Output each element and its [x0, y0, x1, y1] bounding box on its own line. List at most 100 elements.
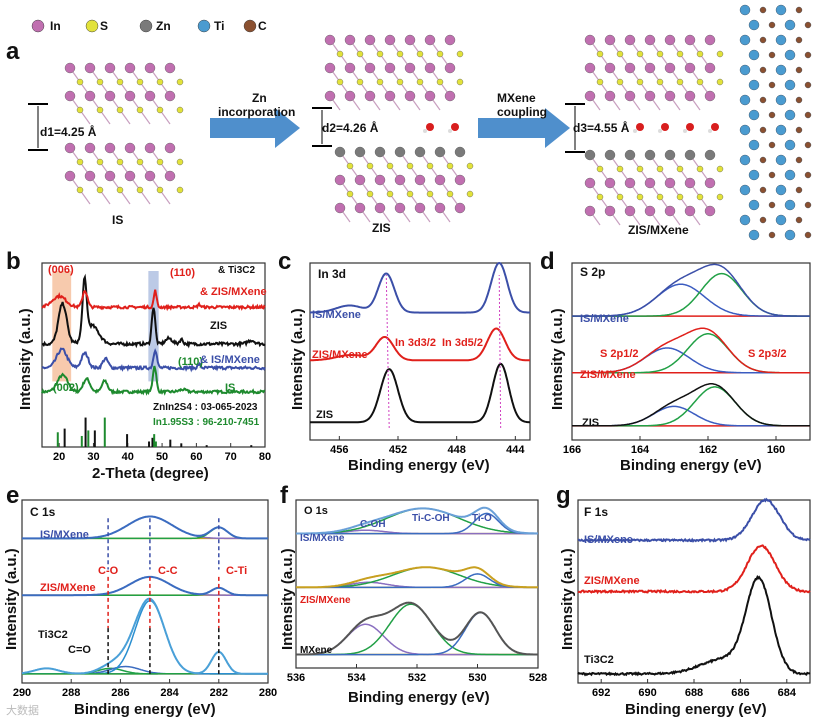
b-xlabel: 2-Theta (degree)	[92, 465, 209, 482]
watermark: 大数据	[6, 705, 39, 717]
atom	[466, 190, 474, 198]
atom	[664, 90, 676, 102]
atom	[624, 149, 636, 161]
f-series-zis-mxene	[296, 566, 538, 589]
g-xtick-label: 690	[638, 687, 657, 699]
atom	[584, 205, 596, 217]
atom	[426, 190, 434, 198]
atom	[104, 62, 116, 74]
c-shift-line	[498, 274, 502, 429]
atom	[354, 174, 366, 186]
f-xtick-label: 536	[286, 672, 306, 684]
atom	[324, 62, 336, 74]
oxygen-atom	[711, 123, 719, 131]
c-xtick-label: 444	[506, 444, 525, 456]
e-xtick-label: 288	[62, 687, 81, 699]
legend-atom-in-icon	[31, 19, 45, 33]
mxene-atom	[795, 36, 803, 44]
d-xlabel: Binding energy (eV)	[620, 457, 762, 474]
atom	[96, 158, 104, 166]
g-label-ti3c2: Ti3C2	[584, 654, 614, 666]
d3-label: d3=4.55 Å	[573, 121, 630, 135]
atom	[164, 170, 176, 182]
d-component-peak	[572, 272, 810, 317]
atom	[404, 90, 416, 102]
b-series-zis	[41, 273, 266, 349]
atom	[394, 202, 406, 214]
mxene-atom	[775, 34, 787, 46]
e-xtick-label: 280	[258, 687, 278, 699]
atom	[406, 162, 414, 170]
structure-label-zis-mxene: ZIS/MXene	[628, 223, 689, 237]
atom	[416, 78, 424, 86]
atom	[656, 193, 664, 201]
mxene-atom	[739, 184, 751, 196]
c-xtick-label: 456	[330, 444, 349, 456]
atom	[394, 146, 406, 158]
b-ann-110-bottom: (110)	[178, 356, 204, 368]
atom	[424, 62, 436, 74]
c-ann-3d32: In 3d3/2	[395, 337, 436, 349]
e-ann-co: C-O	[98, 565, 119, 577]
mxene-atom	[759, 36, 767, 44]
atom	[374, 146, 386, 158]
b-shaded-range	[148, 271, 159, 382]
atom	[624, 205, 636, 217]
atom	[366, 162, 374, 170]
mxene-atom	[759, 96, 767, 104]
atom	[344, 62, 356, 74]
mxene-atom	[768, 21, 776, 29]
atom	[356, 50, 364, 58]
atom	[64, 90, 76, 102]
f-label-is-mxene: IS/MXene	[300, 533, 345, 544]
mxene-atom	[748, 109, 760, 121]
atom	[684, 90, 696, 102]
atom	[396, 78, 404, 86]
f-ylabel: Intensity (a.u.)	[279, 548, 296, 650]
structure-label-zis: ZIS	[372, 221, 391, 235]
b-ann-ti3c2: & Ti3C2	[218, 265, 256, 276]
atom	[604, 205, 616, 217]
atom	[414, 174, 426, 186]
atom	[684, 149, 696, 161]
c-xlabel: Binding energy (eV)	[348, 457, 490, 474]
atom	[584, 90, 596, 102]
mxene-atom	[804, 231, 812, 239]
atom	[684, 34, 696, 46]
atom	[644, 205, 656, 217]
atom	[454, 174, 466, 186]
g-xlabel: Binding energy (eV)	[625, 701, 767, 718]
c-xtick-label: 452	[388, 444, 408, 456]
hydrogen-atom	[658, 129, 662, 133]
atom	[164, 142, 176, 154]
mxene-atom	[795, 216, 803, 224]
atom	[584, 34, 596, 46]
b-series-is-mxene	[41, 347, 266, 373]
d-ann-2p32: S 2p3/2	[748, 348, 787, 360]
e-series-ti3c2	[21, 597, 268, 675]
atom	[144, 90, 156, 102]
atom	[124, 90, 136, 102]
atom	[116, 78, 124, 86]
atom	[656, 165, 664, 173]
atom	[76, 106, 84, 114]
b-series-zis-mxene	[41, 289, 266, 312]
atom	[346, 162, 354, 170]
f-label-mxene: MXene	[300, 645, 333, 656]
atom	[76, 78, 84, 86]
d-series-zis	[572, 383, 810, 427]
mxene-atom	[748, 229, 760, 241]
c-series-is-mxene	[310, 261, 530, 314]
b-xtick-label: 70	[224, 451, 237, 463]
g-xtick-label: 692	[592, 687, 611, 699]
c-ann-3d52: In 3d5/2	[442, 337, 483, 349]
c-label-zis: ZIS	[316, 409, 334, 421]
legend-ti: Ti	[214, 19, 225, 33]
panel-letter-b: b	[6, 248, 21, 275]
atom	[584, 62, 596, 74]
mxene-atom	[804, 141, 812, 149]
mxene-atom	[759, 156, 767, 164]
g-series-ti3c2	[577, 574, 811, 677]
atom	[76, 186, 84, 194]
atom	[644, 90, 656, 102]
